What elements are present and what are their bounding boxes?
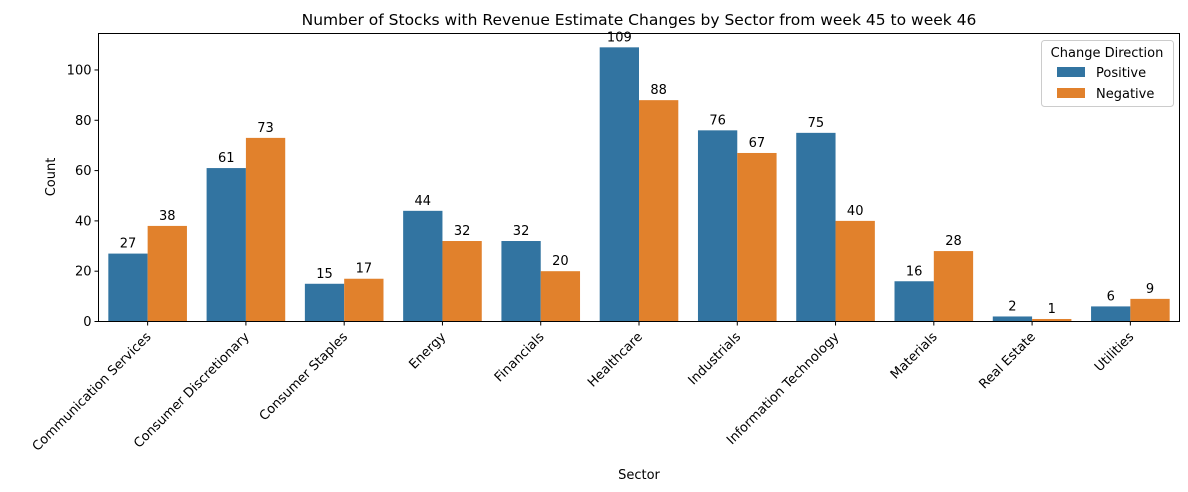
- legend-swatch-negative: [1057, 88, 1085, 98]
- x-tick-label: Industrials: [686, 330, 745, 389]
- y-tick-label: 80: [75, 114, 92, 129]
- bar-negative: [1130, 298, 1170, 322]
- bar-negative: [245, 137, 286, 322]
- bar-positive: [992, 316, 1033, 322]
- data-label: 61: [218, 151, 235, 166]
- y-tick-label: 40: [75, 214, 92, 229]
- y-tick-label: 0: [83, 315, 91, 330]
- data-label: 17: [356, 262, 373, 277]
- bar-negative: [540, 271, 581, 322]
- data-label: 32: [513, 224, 530, 239]
- data-label: 88: [650, 83, 667, 98]
- bar-negative: [933, 251, 974, 322]
- bar-positive: [894, 281, 934, 322]
- data-label: 76: [709, 113, 726, 128]
- data-label: 6: [1107, 289, 1115, 304]
- bar-negative: [835, 220, 875, 322]
- x-tick-label: Materials: [888, 330, 941, 383]
- x-tick-label: Healthcare: [585, 330, 646, 391]
- bar-negative: [344, 278, 384, 322]
- x-tick-label: Consumer Staples: [257, 330, 351, 424]
- bar-positive: [206, 168, 246, 322]
- bar-positive: [304, 283, 345, 322]
- data-label: 1: [1048, 302, 1056, 317]
- legend: Change Direction Positive Negative: [1041, 40, 1174, 107]
- x-axis-label: Sector: [618, 468, 660, 483]
- data-label: 109: [607, 30, 632, 45]
- y-tick-label: 100: [67, 63, 92, 78]
- bar-negative: [1032, 318, 1072, 322]
- x-tick-label: Real Estate: [976, 330, 1038, 392]
- y-tick-label: 60: [75, 164, 92, 179]
- bar-positive: [403, 210, 443, 322]
- y-axis-label: Count: [44, 158, 59, 197]
- legend-label-negative: Negative: [1096, 87, 1154, 102]
- legend-label-positive: Positive: [1096, 66, 1146, 81]
- bar-negative: [442, 241, 482, 322]
- data-label: 73: [257, 121, 274, 136]
- data-label: 9: [1146, 282, 1154, 297]
- data-label: 15: [316, 267, 333, 282]
- data-label: 44: [415, 194, 432, 209]
- data-label: 27: [120, 237, 137, 252]
- x-tick-label: Consumer Discretionary: [131, 330, 253, 452]
- data-label: 20: [552, 254, 569, 269]
- bar-positive: [697, 130, 738, 322]
- data-label: 75: [808, 116, 825, 131]
- legend-swatch-positive: [1057, 67, 1085, 77]
- data-label: 38: [159, 209, 176, 224]
- data-label: 28: [945, 234, 962, 249]
- legend-title: Change Direction: [1051, 46, 1164, 61]
- data-label: 67: [749, 136, 766, 151]
- data-label: 40: [847, 204, 864, 219]
- bar-positive: [108, 253, 148, 322]
- bar-negative: [737, 152, 777, 322]
- x-tick-label: Utilities: [1092, 330, 1137, 375]
- data-label: 16: [906, 264, 923, 279]
- x-tick-label: Financials: [492, 330, 548, 386]
- bar-positive: [796, 132, 836, 322]
- bar-positive: [599, 47, 639, 322]
- x-tick-label: Energy: [406, 330, 449, 373]
- data-label: 2: [1008, 299, 1016, 314]
- bar-positive: [501, 241, 541, 322]
- bar-negative: [639, 100, 679, 322]
- bar-negative: [147, 225, 187, 322]
- data-label: 32: [454, 224, 471, 239]
- bar-positive: [1091, 306, 1131, 322]
- x-tick-label: Information Technology: [724, 330, 842, 448]
- chart-title: Number of Stocks with Revenue Estimate C…: [302, 11, 977, 29]
- plot-frame: [98, 33, 1180, 322]
- y-tick-label: 20: [75, 265, 92, 280]
